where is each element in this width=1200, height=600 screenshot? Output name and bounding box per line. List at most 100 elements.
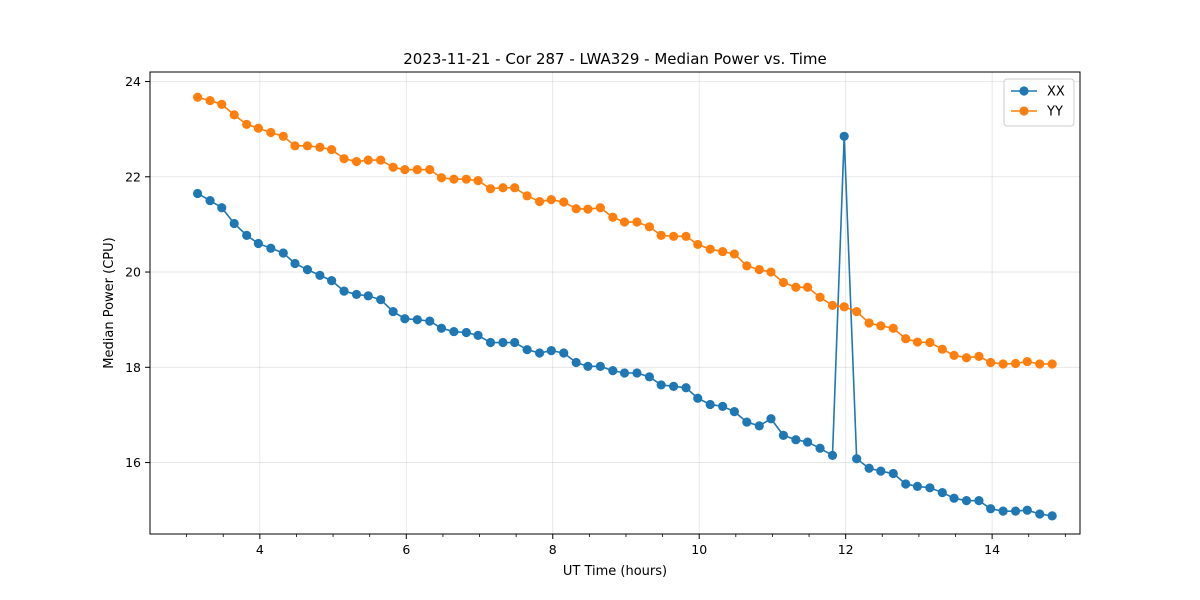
- data-point-yy: [815, 292, 825, 302]
- data-point-xx: [1047, 511, 1057, 521]
- data-point-yy: [1047, 359, 1057, 369]
- data-point-yy: [595, 203, 605, 213]
- data-point-xx: [546, 346, 556, 356]
- data-point-yy: [388, 162, 398, 172]
- data-point-yy: [718, 246, 728, 257]
- data-point-xx: [619, 368, 630, 378]
- data-point-xx: [986, 504, 996, 514]
- data-point-xx: [693, 393, 703, 403]
- data-point-xx: [571, 357, 581, 368]
- data-point-xx: [192, 188, 203, 199]
- data-point-xx: [595, 361, 605, 371]
- legend-marker-yy: [1019, 106, 1029, 116]
- data-point-xx: [705, 399, 715, 410]
- data-point-yy: [302, 141, 313, 151]
- data-point-xx: [1010, 506, 1021, 516]
- data-point-yy: [888, 323, 898, 333]
- data-point-yy: [619, 217, 630, 227]
- y-tick-label: 22: [125, 169, 141, 184]
- data-point-xx: [1022, 505, 1032, 515]
- y-axis-label: Median Power (CPU): [102, 237, 117, 368]
- data-point-yy: [534, 196, 545, 207]
- data-point-xx: [949, 493, 959, 503]
- data-point-xx: [290, 258, 300, 269]
- data-point-xx: [217, 203, 227, 213]
- data-point-xx: [510, 337, 520, 348]
- data-point-yy: [839, 302, 849, 312]
- data-point-xx: [449, 326, 459, 337]
- data-point-yy: [510, 183, 520, 193]
- data-point-yy: [974, 351, 984, 361]
- series-layer: [192, 92, 1057, 521]
- data-point-xx: [791, 435, 801, 445]
- data-point-yy: [412, 165, 422, 175]
- data-point-xx: [522, 345, 532, 355]
- data-point-yy: [693, 239, 703, 250]
- data-point-xx: [363, 291, 373, 301]
- data-point-xx: [205, 195, 215, 206]
- data-point-yy: [681, 231, 691, 241]
- data-point-xx: [998, 506, 1008, 516]
- data-point-xx: [412, 315, 422, 325]
- data-point-yy: [583, 204, 593, 214]
- x-tick-label: 8: [549, 542, 557, 557]
- data-point-xx: [1035, 509, 1045, 519]
- legend-marker-xx: [1019, 86, 1029, 96]
- data-point-yy: [961, 353, 972, 363]
- axes: 4 6 8 10 12 14 16 18 20 22 24: [125, 74, 1066, 557]
- data-point-xx: [253, 238, 263, 249]
- data-point-xx: [327, 276, 337, 286]
- data-point-yy: [559, 197, 569, 207]
- data-point-xx: [266, 243, 276, 253]
- data-point-yy: [400, 165, 410, 175]
- data-point-xx: [961, 496, 972, 506]
- data-point-yy: [742, 261, 752, 271]
- data-point-yy: [1010, 358, 1021, 369]
- data-point-xx: [766, 414, 776, 424]
- data-point-yy: [937, 344, 947, 354]
- data-point-xx: [681, 383, 691, 393]
- x-tick-label: 4: [256, 542, 264, 557]
- data-point-yy: [290, 141, 300, 151]
- series-yy: [192, 92, 1057, 369]
- data-point-xx: [888, 468, 898, 479]
- data-point-yy: [546, 195, 556, 205]
- data-point-xx: [376, 295, 386, 305]
- data-point-xx: [498, 337, 508, 348]
- data-point-xx: [242, 230, 252, 240]
- y-tick-label: 18: [125, 360, 141, 375]
- data-point-xx: [302, 265, 313, 275]
- x-tick-label: 6: [402, 542, 410, 557]
- data-point-yy: [278, 131, 288, 141]
- data-point-yy: [351, 156, 362, 167]
- y-tick-label: 24: [125, 74, 141, 89]
- data-point-yy: [339, 154, 349, 164]
- series-xx: [192, 131, 1057, 521]
- y-tick-label: 20: [125, 265, 141, 280]
- data-point-xx: [864, 463, 874, 473]
- data-point-yy: [192, 92, 203, 102]
- x-tick-label: 12: [838, 542, 854, 557]
- data-point-xx: [608, 366, 618, 376]
- data-point-yy: [949, 350, 959, 360]
- data-point-xx: [937, 487, 947, 498]
- data-point-yy: [253, 123, 263, 133]
- data-point-xx: [656, 380, 666, 390]
- data-point-yy: [473, 175, 483, 186]
- data-point-yy: [852, 306, 862, 317]
- legend-label-yy: YY: [1046, 105, 1063, 120]
- data-point-xx: [583, 361, 593, 371]
- x-tick-label: 10: [691, 542, 707, 557]
- data-point-yy: [864, 318, 874, 328]
- data-point-xx: [802, 437, 813, 447]
- data-point-yy: [998, 359, 1008, 369]
- data-point-xx: [315, 270, 325, 280]
- data-point-xx: [729, 406, 739, 417]
- data-point-yy: [791, 282, 801, 292]
- data-point-yy: [498, 183, 508, 193]
- data-point-xx: [559, 348, 569, 358]
- data-point-xx: [852, 454, 862, 464]
- data-point-yy: [644, 222, 655, 232]
- plot-frame: [149, 71, 1081, 535]
- data-point-xx: [229, 218, 239, 229]
